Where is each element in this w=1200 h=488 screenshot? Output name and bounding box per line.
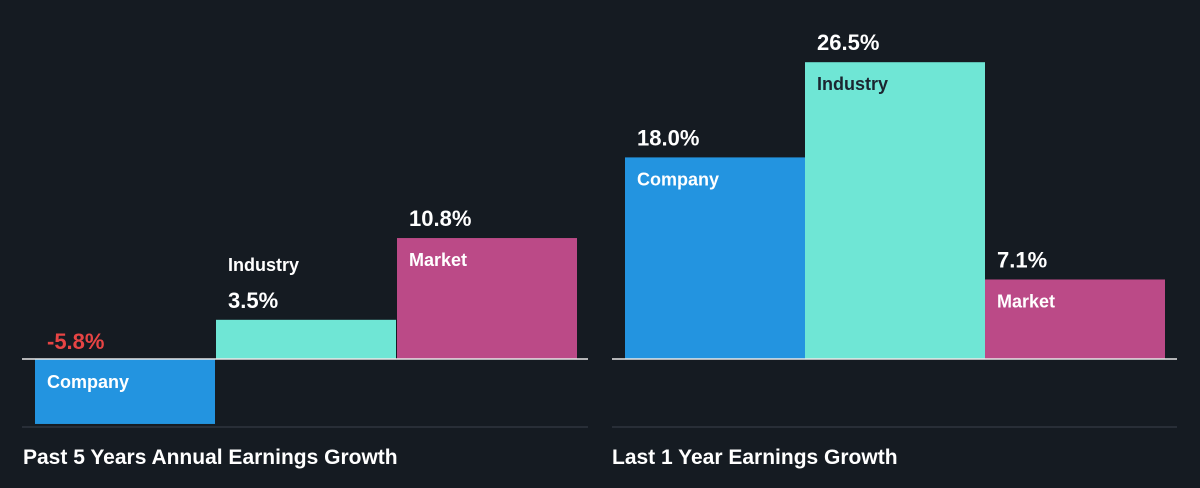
value-label-company-past-5-years: -5.8% [47,329,104,354]
chart-panel-past-5-years: -5.8% Company 3.5% Industry 10.8% Market [22,206,588,427]
category-label-company-last-1-year: Company [637,169,719,189]
category-label-industry-last-1-year: Industry [817,74,888,94]
category-label-industry-past-5-years: Industry [228,255,299,275]
chart-panel-last-1-year: 18.0% Company 26.5% Industry 7.1% Market [612,30,1177,427]
value-label-market-past-5-years: 10.8% [409,206,471,231]
value-label-company-last-1-year: 18.0% [637,125,699,150]
chart-title-last-1-year: Last 1 Year Earnings Growth [612,446,898,469]
category-label-company-past-5-years: Company [47,372,129,392]
chart-title-past-5-years: Past 5 Years Annual Earnings Growth [23,446,398,469]
value-label-market-last-1-year: 7.1% [997,247,1047,272]
category-label-market-last-1-year: Market [997,291,1055,311]
bar-industry-last-1-year [805,62,985,359]
value-label-industry-past-5-years: 3.5% [228,288,278,313]
value-label-industry-last-1-year: 26.5% [817,30,879,55]
category-label-market-past-5-years: Market [409,250,467,270]
bar-industry-past-5-years [216,320,396,359]
